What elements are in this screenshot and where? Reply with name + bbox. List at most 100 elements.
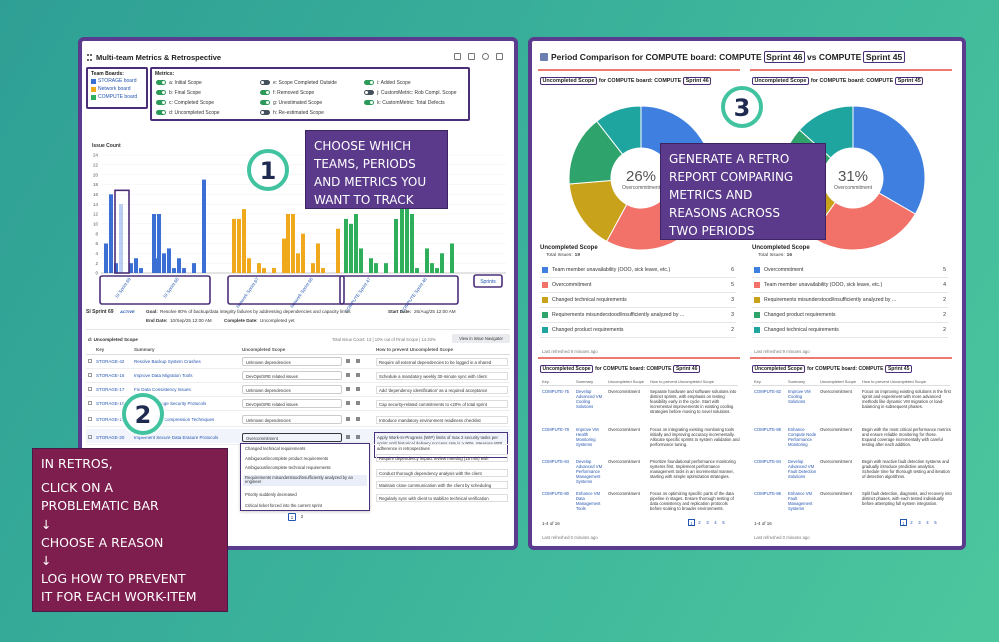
prevent-text[interactable]: Require all external dependencies to be … <box>376 358 508 366</box>
issue-key[interactable]: STORAGE-42 <box>96 359 125 364</box>
prevent-text[interactable]: Cap security-related commitments to ≤20%… <box>376 400 508 408</box>
issue-key[interactable]: COMPUTE-75 <box>542 389 569 394</box>
reason-value: Unknown dependencies <box>246 387 291 393</box>
metric-toggle[interactable] <box>156 80 166 85</box>
page-button[interactable]: 1 <box>288 513 296 521</box>
sprint-pair-highlight <box>99 275 211 305</box>
issue-key[interactable]: STORAGE-17 <box>96 387 125 392</box>
dropdown-option[interactable]: Changed technical requirements <box>245 446 306 451</box>
issue-key[interactable]: COMPUTE-82 <box>754 389 781 394</box>
issue-summary[interactable]: Enhance VM Fault Management Systems <box>788 491 813 511</box>
accent-line <box>750 357 952 359</box>
selected-row-shade <box>86 429 510 443</box>
metric-toggle[interactable] <box>156 100 166 105</box>
metric-toggle[interactable] <box>260 110 270 115</box>
issue-summary[interactable]: Enhance Storage Security Protocols <box>134 401 207 406</box>
prevent-text[interactable]: Add 'dependency identification' as a req… <box>376 386 508 394</box>
metric-toggle[interactable] <box>156 110 166 115</box>
team-boards-box: Team Boards: STORAGE board Network board CO… <box>86 67 148 109</box>
divider <box>86 329 510 330</box>
prevent-text[interactable]: Schedule a mandatory weekly 30-minute sy… <box>376 372 508 380</box>
sprint-label[interactable]: SI Sprint 68 <box>162 276 180 299</box>
reason-select[interactable]: Unknown dependencies <box>242 385 342 394</box>
issue-summary[interactable]: Develop Advanced VM Cooling Solutions <box>576 389 603 409</box>
issue-key[interactable]: STORAGE-19 <box>96 417 125 422</box>
issue-summary[interactable]: Enhance Compute Node Performance Monitor… <box>788 427 817 447</box>
dropdown-option[interactable]: Ambiguous/incomplete technical requireme… <box>245 465 331 470</box>
prevent-text[interactable]: Introduce mandatory environment readines… <box>376 416 508 424</box>
reason-select[interactable]: Unknown dependencies <box>242 415 342 424</box>
bar <box>450 243 454 273</box>
issue-summary[interactable]: Develop Advanced VM Performance Manageme… <box>576 459 603 484</box>
issue-summary[interactable]: Implement Secure Data Erasure Protocols <box>134 435 219 440</box>
issue-key[interactable]: COMPUTE-78 <box>542 427 569 432</box>
reason-select[interactable]: Overcommitment <box>242 433 342 442</box>
page-button[interactable]: 2 <box>300 514 304 519</box>
toolbar-icon <box>468 53 475 60</box>
metric-toggle[interactable] <box>364 100 374 105</box>
metric-toggle[interactable] <box>364 90 374 95</box>
issue-summary[interactable]: Resolve Backup System Crashes <box>134 359 201 364</box>
page-button[interactable]: 5 <box>722 520 725 525</box>
reason-select[interactable]: Unknown dependencies <box>242 357 342 366</box>
complete-label: Complete Date: <box>224 318 258 323</box>
select-icons <box>346 417 360 421</box>
section-label: d: Uncompleted Scope <box>88 337 138 342</box>
dropdown-option[interactable]: Ambiguous/incomplete product requirement… <box>245 455 329 461</box>
team-board[interactable]: COMPUTE board <box>98 94 138 100</box>
issue-summary[interactable]: Improve VM Cooling Solutions <box>788 389 811 404</box>
issue-key[interactable]: COMPUTE-84 <box>542 459 569 464</box>
page-button[interactable]: 5 <box>934 520 937 525</box>
page-button[interactable]: 2 <box>698 520 701 525</box>
issue-key[interactable]: STORAGE-16 <box>96 373 125 378</box>
prevent-text[interactable]: Maintain close communication with the cl… <box>376 481 508 489</box>
metric-toggle[interactable] <box>260 100 270 105</box>
page-button[interactable]: 3 <box>918 520 921 525</box>
issue-summary[interactable]: Improve Data Migration Tools <box>134 373 193 378</box>
reason-value: Overcommitment <box>608 491 640 496</box>
page-button[interactable]: 1 <box>900 519 907 526</box>
y-tick-label: 22 <box>93 162 99 167</box>
prevent-text[interactable]: Apply Work-In-Progress (WIP) limits of m… <box>374 432 508 458</box>
page-button[interactable]: 3 <box>706 520 709 525</box>
team-board[interactable]: STORAGE board <box>98 78 137 84</box>
issue-summary[interactable]: Enhance VM Data Management Tools <box>576 491 601 511</box>
prevent-text: Focus on integrating existing monitoring… <box>650 427 740 447</box>
issue-key[interactable]: STORAGE-20 <box>96 435 125 440</box>
bar <box>410 214 414 273</box>
issue-key[interactable]: COMPUTE-84 <box>754 459 781 464</box>
issue-summary[interactable]: Optimize Data Compression Techniques <box>134 417 215 422</box>
prevent-text[interactable]: Require dependency impact review meeting… <box>376 454 508 462</box>
issue-navigator-button[interactable]: View in Issue Navigator <box>452 334 510 343</box>
page-button[interactable]: 2 <box>910 520 913 525</box>
metric-toggle[interactable] <box>156 90 166 95</box>
metric-toggle[interactable] <box>364 80 374 85</box>
issue-summary[interactable]: Develop Advanced VM Fault Detection Solu… <box>788 459 817 479</box>
team-board[interactable]: Network board <box>98 86 131 92</box>
sprint-pair-highlight <box>339 275 459 305</box>
pie-center-value: 26% <box>626 168 656 185</box>
dropdown-option[interactable]: Requirements misunderstood/insufficientl… <box>243 474 367 487</box>
issue-key[interactable]: COMPUTE-88 <box>754 427 781 432</box>
metric-toggle[interactable] <box>260 80 270 85</box>
toggle-knob <box>162 81 165 84</box>
dropdown-option[interactable]: Priority suddenly decreased <box>245 492 297 497</box>
page-button[interactable]: 4 <box>714 520 717 525</box>
issue-summary[interactable]: Fix Data Consistency Issues <box>134 387 191 392</box>
row-checkbox <box>88 401 92 405</box>
reason-select[interactable]: DevOps/SRE related issues <box>242 399 342 408</box>
sprint-label[interactable]: SI Sprint 69 <box>114 276 132 299</box>
issue-summary[interactable]: Improve VM Health Monitoring Systems <box>576 427 599 447</box>
issue-key[interactable]: COMPUTE-80 <box>542 491 569 496</box>
reason-select[interactable]: DevOps/SRE related issues <box>242 371 342 380</box>
page-button[interactable]: 4 <box>926 520 929 525</box>
issue-key[interactable]: COMPUTE-86 <box>754 491 781 496</box>
prevent-text[interactable]: Conduct thorough dependency analysis wit… <box>376 469 508 477</box>
prevent-text[interactable]: Regularly sync with client to stabilize … <box>376 494 508 502</box>
page-button[interactable]: 1 <box>688 519 695 526</box>
bar <box>296 253 300 273</box>
issue-key[interactable]: STORAGE-18 <box>96 401 125 406</box>
dropdown-option[interactable]: Critical ticket forced into the current … <box>245 502 323 508</box>
legend-label: Overcommitment <box>552 282 592 288</box>
metric-toggle[interactable] <box>260 90 270 95</box>
